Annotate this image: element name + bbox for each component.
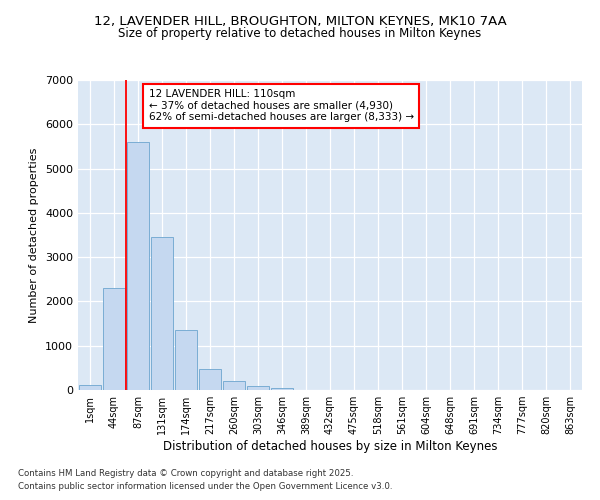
Bar bbox=[79, 384, 101, 390]
Text: Size of property relative to detached houses in Milton Keynes: Size of property relative to detached ho… bbox=[118, 28, 482, 40]
Bar bbox=[127, 142, 149, 390]
Text: 12 LAVENDER HILL: 110sqm
← 37% of detached houses are smaller (4,930)
62% of sem: 12 LAVENDER HILL: 110sqm ← 37% of detach… bbox=[149, 90, 413, 122]
Text: 12, LAVENDER HILL, BROUGHTON, MILTON KEYNES, MK10 7AA: 12, LAVENDER HILL, BROUGHTON, MILTON KEY… bbox=[94, 15, 506, 28]
X-axis label: Distribution of detached houses by size in Milton Keynes: Distribution of detached houses by size … bbox=[163, 440, 497, 453]
Bar bbox=[175, 330, 197, 390]
Bar bbox=[199, 369, 221, 390]
Bar bbox=[223, 381, 245, 390]
Bar bbox=[247, 386, 269, 390]
Text: Contains public sector information licensed under the Open Government Licence v3: Contains public sector information licen… bbox=[18, 482, 392, 491]
Y-axis label: Number of detached properties: Number of detached properties bbox=[29, 148, 40, 322]
Bar bbox=[271, 388, 293, 390]
Text: Contains HM Land Registry data © Crown copyright and database right 2025.: Contains HM Land Registry data © Crown c… bbox=[18, 468, 353, 477]
Bar bbox=[151, 237, 173, 390]
Bar bbox=[103, 288, 125, 390]
